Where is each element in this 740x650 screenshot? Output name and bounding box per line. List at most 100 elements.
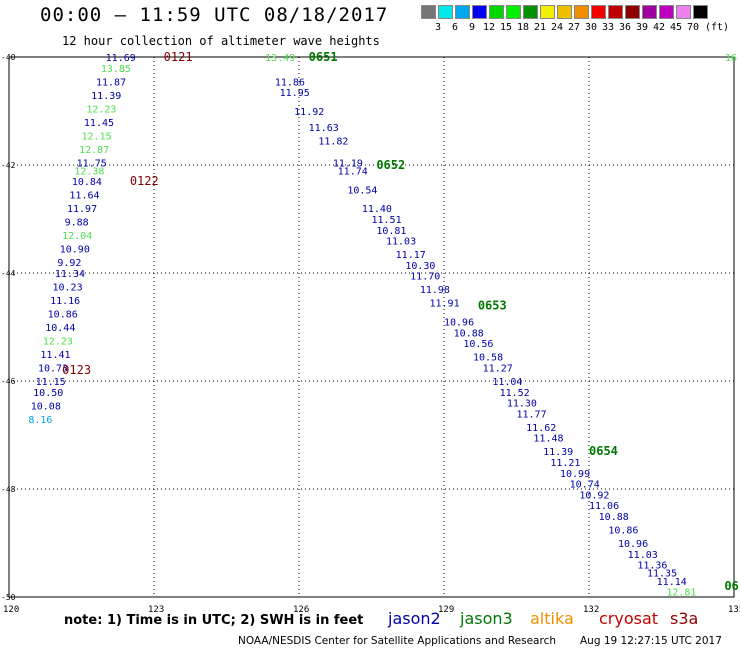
generation-timestamp: Aug 19 12:27:15 UTC 2017 <box>580 635 722 647</box>
legend-swatch <box>438 5 453 19</box>
legend-unit: (ft) <box>704 22 730 33</box>
legend-label: 36 <box>618 22 632 33</box>
credit-line: NOAA/NESDIS Center for Satellite Applica… <box>238 635 556 647</box>
swh-reading: 11.15 <box>36 377 66 388</box>
legend-label: 18 <box>516 22 530 33</box>
legend-swatch <box>642 5 657 19</box>
satellite-name-cryosat: cryosat <box>599 609 659 628</box>
swh-reading: 11.70 <box>410 272 440 283</box>
swh-reading: 8.16 <box>28 415 52 426</box>
swh-reading: 9.88 <box>65 218 89 229</box>
swh-reading: 10.58 <box>473 353 503 364</box>
swh-reading: 10.88 <box>599 512 629 523</box>
swh-reading: 10.50 <box>33 388 63 399</box>
swh-reading: 11.74 <box>338 166 368 177</box>
legend-swatch <box>591 5 606 19</box>
swh-reading: 11.95 <box>280 88 310 99</box>
swh-reading: 12.81 <box>666 588 696 599</box>
swh-reading: 11.45 <box>84 118 114 129</box>
swh-reading: 12.87 <box>79 145 109 156</box>
legend-swatch <box>659 5 674 19</box>
swh-reading: 11.39 <box>91 91 121 102</box>
swh-reading: 11.77 <box>517 409 547 420</box>
lat-label: -48 <box>1 485 16 494</box>
swh-reading: 11.27 <box>483 364 513 375</box>
legend-label: 3 <box>434 22 442 33</box>
legend-swatch <box>608 5 623 19</box>
swh-reading: 11.98 <box>420 285 450 296</box>
pass-time-label: 0654 <box>589 444 618 458</box>
swh-reading: 12.04 <box>62 231 92 242</box>
satellite-name-jason3: jason3 <box>460 609 513 628</box>
legend-swatch <box>676 5 691 19</box>
pass-time-label: 0121 <box>164 50 193 64</box>
swh-reading: 11.34 <box>55 269 85 280</box>
swh-reading: 11.40 <box>362 204 392 215</box>
swh-reading: 10.81 <box>376 226 406 237</box>
lon-label: 129 <box>438 605 454 615</box>
legend-label: 6 <box>451 22 459 33</box>
legend-swatch <box>421 5 436 19</box>
swh-reading: 10.23 <box>53 283 83 294</box>
legend-swatch <box>472 5 487 19</box>
lat-label: -46 <box>1 377 16 386</box>
swh-reading: 10.84 <box>72 177 102 188</box>
legend-label: 27 <box>567 22 581 33</box>
legend-swatch <box>574 5 589 19</box>
legend-label: 24 <box>550 22 564 33</box>
legend-swatch <box>540 5 555 19</box>
legend-label: 30 <box>584 22 598 33</box>
swh-reading: 11.52 <box>500 388 530 399</box>
swh-reading: 11.63 <box>309 123 339 134</box>
swh-reading: 11.92 <box>294 107 324 118</box>
lat-label: -42 <box>1 161 16 170</box>
legend-label: 45 <box>669 22 683 33</box>
swh-reading: 10.54 <box>347 185 377 196</box>
pass-time-label: 0122 <box>130 174 159 188</box>
pass-time-label: 0653 <box>478 298 507 312</box>
swh-reading: 11.97 <box>67 204 97 215</box>
legend-swatch <box>557 5 572 19</box>
swh-reading: 12.23 <box>43 337 73 348</box>
legend-swatch <box>455 5 470 19</box>
swh-reading: 11.41 <box>40 350 70 361</box>
swh-reading: 11.17 <box>396 250 426 261</box>
swh-reading: 11.69 <box>106 53 136 64</box>
pass-time-label: 0651 <box>309 50 338 64</box>
lat-label: -40 <box>1 53 16 62</box>
map-subtitle: 12 hour collection of altimeter wave hei… <box>62 34 380 48</box>
legend-label: 15 <box>499 22 513 33</box>
swh-reading: 11.30 <box>507 399 537 410</box>
swh-reading: 10.30 <box>405 261 435 272</box>
swh-reading: 11.04 <box>492 377 522 388</box>
swh-reading: 11.86 <box>275 77 305 88</box>
swh-reading: 13.85 <box>101 64 131 75</box>
legend-label: 33 <box>601 22 615 33</box>
pass-time-label: 0652 <box>376 158 405 172</box>
swh-reading: 11.35 <box>647 569 677 580</box>
satellite-name-s3a: s3a <box>670 609 699 628</box>
lon-label: 126 <box>293 605 309 615</box>
lat-label: -50 <box>1 593 16 602</box>
swh-reading: 12.38 <box>74 166 104 177</box>
swh-reading: 11.87 <box>96 77 126 88</box>
swh-reading: 10.99 <box>560 469 590 480</box>
lon-label: 123 <box>148 605 164 615</box>
swh-reading: 10.44 <box>45 323 75 334</box>
swh-reading: 12.23 <box>86 104 116 115</box>
legend-label: 42 <box>652 22 666 33</box>
swh-reading: 11.48 <box>533 434 563 445</box>
swh-reading: 10.86 <box>48 310 78 321</box>
swh-reading: 11.14 <box>657 577 687 588</box>
map-title: 00:00 – 11:59 UTC 08/18/2017 <box>40 4 389 26</box>
swh-reading: 11.03 <box>386 237 416 248</box>
pass-time-label: 0123 <box>62 363 91 377</box>
legend-swatch <box>625 5 640 19</box>
swh-reading: 10.88 <box>454 328 484 339</box>
swh-reading: 10.96 <box>444 318 474 329</box>
satellite-name-altika: altika <box>530 609 574 628</box>
swh-reading: 13.49 <box>265 53 295 64</box>
corner-reading: 16 <box>725 53 737 64</box>
swh-reading: 10.92 <box>579 490 609 501</box>
